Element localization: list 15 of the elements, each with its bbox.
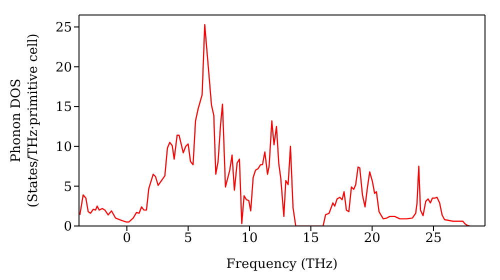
y-tick-label: 10	[55, 140, 72, 155]
x-axis-title: Frequency (THz)	[226, 257, 338, 272]
x-tick-label: 25	[425, 231, 442, 246]
y-tick-label: 20	[55, 60, 72, 76]
y-tick-label: 25	[55, 20, 72, 36]
x-tick-label: 20	[364, 231, 380, 246]
x-tick-label: 5	[184, 231, 192, 246]
y-axis-title: Phonon DOS (States/THz·primitive cell)	[9, 33, 41, 208]
y-tick-label: 15	[55, 100, 72, 116]
line-series	[79, 24, 470, 226]
x-tick-label: 15	[302, 231, 320, 246]
x-tick-label: 10	[241, 231, 258, 246]
y-tick-label: 0	[64, 220, 72, 235]
x-tick-label: 0	[122, 231, 131, 246]
y-tick-label: 5	[64, 180, 72, 195]
